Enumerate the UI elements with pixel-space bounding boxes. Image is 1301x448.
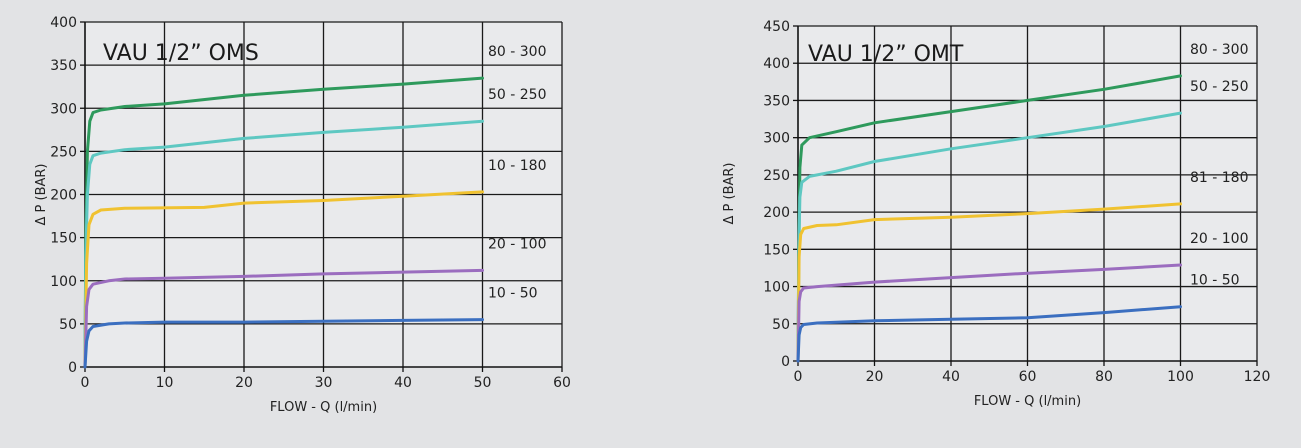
y-tick-label: 300 — [50, 101, 77, 117]
y-tick-label: 250 — [50, 144, 77, 160]
series-label: 10 - 180 — [488, 158, 547, 174]
y-tick-label: 50 — [772, 317, 790, 333]
series-line-20-100 — [83, 268, 484, 369]
y-tick-label: 450 — [763, 19, 790, 35]
x-tick-label: 40 — [942, 369, 960, 385]
y-tick-label: 200 — [763, 205, 790, 221]
y-axis-title: Δ P (BAR) — [34, 164, 49, 226]
x-axis-title: FLOW - Q (l/min) — [974, 394, 1081, 409]
series-label: 81 - 180 — [1190, 170, 1249, 186]
series-label: 10 - 50 — [488, 286, 538, 302]
x-tick-label: 100 — [1167, 369, 1194, 385]
x-tick-label: 20 — [866, 369, 884, 385]
chart-title: VAU 1/2” OMT — [808, 42, 964, 67]
x-tick-label: 40 — [394, 375, 412, 391]
y-axis-title: Δ P (BAR) — [722, 163, 737, 225]
series-label: 80 - 300 — [488, 44, 547, 60]
x-tick-label: 10 — [156, 375, 174, 391]
y-tick-label: 50 — [59, 317, 77, 333]
x-tick-label: 0 — [794, 369, 803, 385]
series-label: 80 - 300 — [1190, 42, 1249, 58]
series-label: 20 - 100 — [488, 236, 547, 252]
y-tick-label: 400 — [763, 56, 790, 72]
x-tick-label: 50 — [474, 375, 492, 391]
series-line-50-250 — [796, 111, 1182, 363]
series-line-10-50 — [83, 318, 484, 369]
y-tick-label: 150 — [50, 231, 77, 247]
series-line-80-300 — [83, 76, 484, 369]
y-tick-label: 100 — [50, 274, 77, 290]
x-tick-label: 0 — [81, 375, 90, 391]
x-axis-title: FLOW - Q (l/min) — [270, 400, 377, 415]
series-label: 50 - 250 — [488, 87, 547, 103]
series-label: 50 - 250 — [1190, 79, 1249, 95]
series-label: 20 - 100 — [1190, 231, 1249, 247]
y-tick-label: 0 — [781, 354, 790, 370]
series-label: 10 - 50 — [1190, 273, 1240, 289]
x-tick-label: 60 — [1019, 369, 1037, 385]
y-tick-label: 250 — [763, 168, 790, 184]
x-tick-label: 120 — [1244, 369, 1271, 385]
chart-2: 0 20 40 60 80 100 120 0 50 100 150 200 250 300 350 400 4… — [722, 19, 1270, 409]
x-tick-label: 60 — [553, 375, 571, 391]
y-tick-label: 300 — [763, 131, 790, 147]
series-line-81-180 — [796, 202, 1182, 363]
chart-title: VAU 1/2” OMS — [103, 41, 259, 66]
y-tick-label: 200 — [50, 188, 77, 204]
y-tick-label: 0 — [68, 360, 77, 376]
series-line-10-180 — [83, 190, 484, 369]
chart-1: 0 10 20 30 40 50 60 0 50 100 150 200 250 300 350 400 FLO… — [34, 15, 571, 415]
y-tick-label: 350 — [763, 93, 790, 109]
y-tick-label: 150 — [763, 242, 790, 258]
x-tick-label: 30 — [315, 375, 333, 391]
series-line-50-250 — [83, 119, 484, 369]
y-tick-label: 350 — [50, 58, 77, 74]
y-tick-label: 400 — [50, 15, 77, 31]
series-line-20-100 — [796, 263, 1182, 363]
y-tick-label: 100 — [763, 280, 790, 296]
x-tick-label: 80 — [1095, 369, 1113, 385]
series-line-10-50 — [796, 305, 1182, 363]
x-tick-label: 20 — [235, 375, 253, 391]
